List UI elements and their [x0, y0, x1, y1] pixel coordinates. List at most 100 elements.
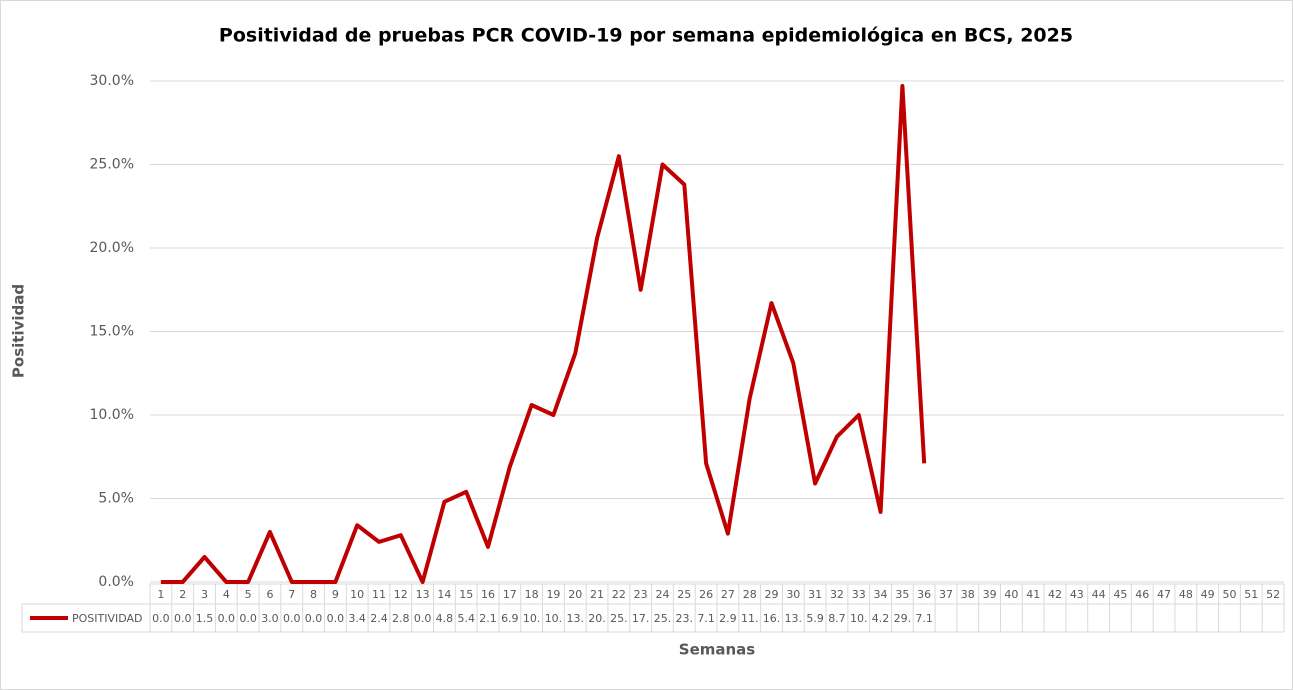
x-tick-label: 24 [655, 588, 669, 601]
data-label: 5.9 [806, 612, 824, 625]
y-tick-label: 30.0% [90, 73, 134, 89]
data-label: 6.9 [501, 612, 519, 625]
x-tick-label: 13 [416, 588, 430, 601]
x-tick-label: 14 [437, 588, 451, 601]
x-tick-label: 19 [546, 588, 560, 601]
x-tick-label: 20 [568, 588, 582, 601]
x-axis-title: Semanas [679, 641, 756, 659]
data-label: 3.4 [348, 612, 366, 625]
x-tick-label: 26 [699, 588, 713, 601]
data-label: 8.7 [828, 612, 846, 625]
x-tick-label: 18 [525, 588, 539, 601]
data-label: 0.0 [218, 612, 236, 625]
x-tick-label: 21 [590, 588, 604, 601]
x-tick-label: 49 [1201, 588, 1215, 601]
x-tick-label: 15 [459, 588, 473, 601]
data-label: 2.4 [370, 612, 388, 625]
data-label: 5.4 [457, 612, 475, 625]
data-label: 11. [741, 612, 759, 625]
data-label: 13. [567, 612, 585, 625]
x-tick-label: 46 [1135, 588, 1149, 601]
x-tick-label: 29 [765, 588, 779, 601]
x-tick-label: 25 [677, 588, 691, 601]
data-label: 10. [850, 612, 868, 625]
x-tick-label: 44 [1092, 588, 1106, 601]
x-tick-label: 22 [612, 588, 626, 601]
x-tick-label: 42 [1048, 588, 1062, 601]
data-label: 7.1 [915, 612, 933, 625]
x-tick-label: 45 [1113, 588, 1127, 601]
legend-label: POSITIVIDAD [72, 612, 143, 625]
data-label: 10. [523, 612, 541, 625]
y-tick-label: 25.0% [90, 157, 134, 173]
x-tick-label: 32 [830, 588, 844, 601]
y-axis-title: Positividad [10, 284, 28, 378]
x-tick-label: 41 [1026, 588, 1040, 601]
data-label: 1.5 [196, 612, 214, 625]
data-label: 0.0 [283, 612, 301, 625]
data-label: 7.1 [697, 612, 715, 625]
x-tick-label: 6 [266, 588, 273, 601]
data-label: 16. [763, 612, 781, 625]
x-tick-label: 5 [245, 588, 252, 601]
x-tick-label: 17 [503, 588, 517, 601]
y-tick-label: 0.0% [98, 574, 134, 590]
data-label: 3.0 [261, 612, 279, 625]
x-tick-label: 11 [372, 588, 386, 601]
data-label: 20. [588, 612, 606, 625]
x-tick-label: 34 [874, 588, 888, 601]
y-tick-label: 20.0% [90, 240, 134, 256]
y-tick-label: 10.0% [90, 407, 134, 423]
x-tick-label: 28 [743, 588, 757, 601]
x-tick-label: 1 [157, 588, 164, 601]
data-label: 25. [610, 612, 628, 625]
data-label: 0.0 [305, 612, 323, 625]
x-tick-label: 12 [394, 588, 408, 601]
data-label: 0.0 [414, 612, 432, 625]
x-tick-label: 31 [808, 588, 822, 601]
data-label: 2.9 [719, 612, 737, 625]
data-label: 25. [654, 612, 672, 625]
data-label: 4.2 [872, 612, 890, 625]
x-tick-label: 35 [895, 588, 909, 601]
data-label: 0.0 [327, 612, 345, 625]
data-label: 17. [632, 612, 650, 625]
data-label: 4.8 [436, 612, 454, 625]
x-tick-label: 7 [288, 588, 295, 601]
data-label: 29. [894, 612, 912, 625]
x-tick-label: 39 [983, 588, 997, 601]
y-tick-label: 5.0% [98, 491, 134, 507]
x-tick-label: 27 [721, 588, 735, 601]
x-tick-label: 4 [223, 588, 230, 601]
x-tick-label: 48 [1179, 588, 1193, 601]
x-tick-label: 16 [481, 588, 495, 601]
x-tick-label: 38 [961, 588, 975, 601]
data-label: 23. [676, 612, 694, 625]
x-tick-label: 52 [1266, 588, 1280, 601]
x-tick-label: 23 [634, 588, 648, 601]
data-label: 13. [785, 612, 803, 625]
x-tick-label: 37 [939, 588, 953, 601]
data-label: 0.0 [174, 612, 192, 625]
x-tick-label: 47 [1157, 588, 1171, 601]
x-tick-label: 9 [332, 588, 339, 601]
x-tick-label: 8 [310, 588, 317, 601]
data-label: 0.0 [239, 612, 257, 625]
chart-title: Positividad de pruebas PCR COVID-19 por … [219, 25, 1073, 47]
series-line [160, 84, 927, 584]
x-tick-label: 40 [1004, 588, 1018, 601]
x-tick-label: 30 [786, 588, 800, 601]
data-label: 2.8 [392, 612, 410, 625]
data-label: 2.1 [479, 612, 497, 625]
x-tick-label: 43 [1070, 588, 1084, 601]
data-label: 10. [545, 612, 563, 625]
x-tick-label: 3 [201, 588, 208, 601]
data-label: 0.0 [152, 612, 170, 625]
x-tick-label: 33 [852, 588, 866, 601]
x-tick-label: 10 [350, 588, 364, 601]
y-tick-label: 15.0% [90, 324, 134, 340]
x-tick-label: 50 [1222, 588, 1236, 601]
x-tick-label: 2 [179, 588, 186, 601]
